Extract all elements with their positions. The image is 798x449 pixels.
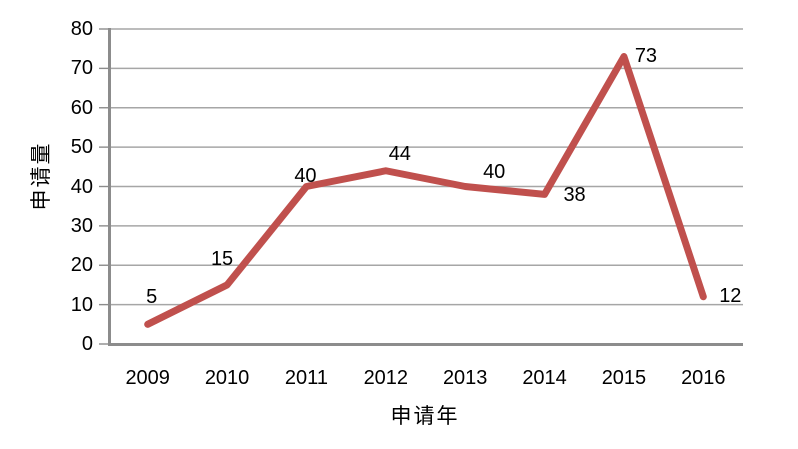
y-tick-label: 70 (70, 57, 93, 80)
y-tick-label: 10 (70, 293, 93, 316)
x-tick-label: 2016 (681, 367, 726, 389)
data-label: 15 (210, 247, 234, 270)
y-tick-label: 20 (70, 254, 93, 277)
data-label: 44 (388, 142, 411, 165)
x-axis-title: 申请年 (390, 405, 460, 428)
y-tick-label: 50 (70, 136, 93, 159)
data-label: 73 (634, 44, 658, 67)
x-tick-label: 2013 (442, 367, 488, 389)
x-tick-label: 2014 (522, 367, 567, 389)
x-tick-label: 2010 (204, 367, 250, 389)
data-label: 40 (294, 164, 317, 187)
y-tick-label: 80 (70, 18, 93, 40)
x-tick-label: 2012 (363, 367, 409, 389)
x-tick-label: 2009 (125, 367, 170, 389)
y-tick-label: 0 (81, 333, 93, 355)
data-label: 5 (146, 286, 158, 309)
data-label: 40 (483, 160, 506, 183)
series-line (144, 53, 707, 328)
y-tick-label: 60 (70, 96, 93, 119)
y-tick-label: 40 (70, 175, 93, 198)
data-label: 38 (563, 184, 586, 207)
x-tick-label: 2015 (601, 367, 647, 389)
y-tick-label: 30 (70, 214, 93, 237)
data-label: 12 (719, 284, 742, 307)
x-tick-label: 2011 (284, 367, 328, 389)
